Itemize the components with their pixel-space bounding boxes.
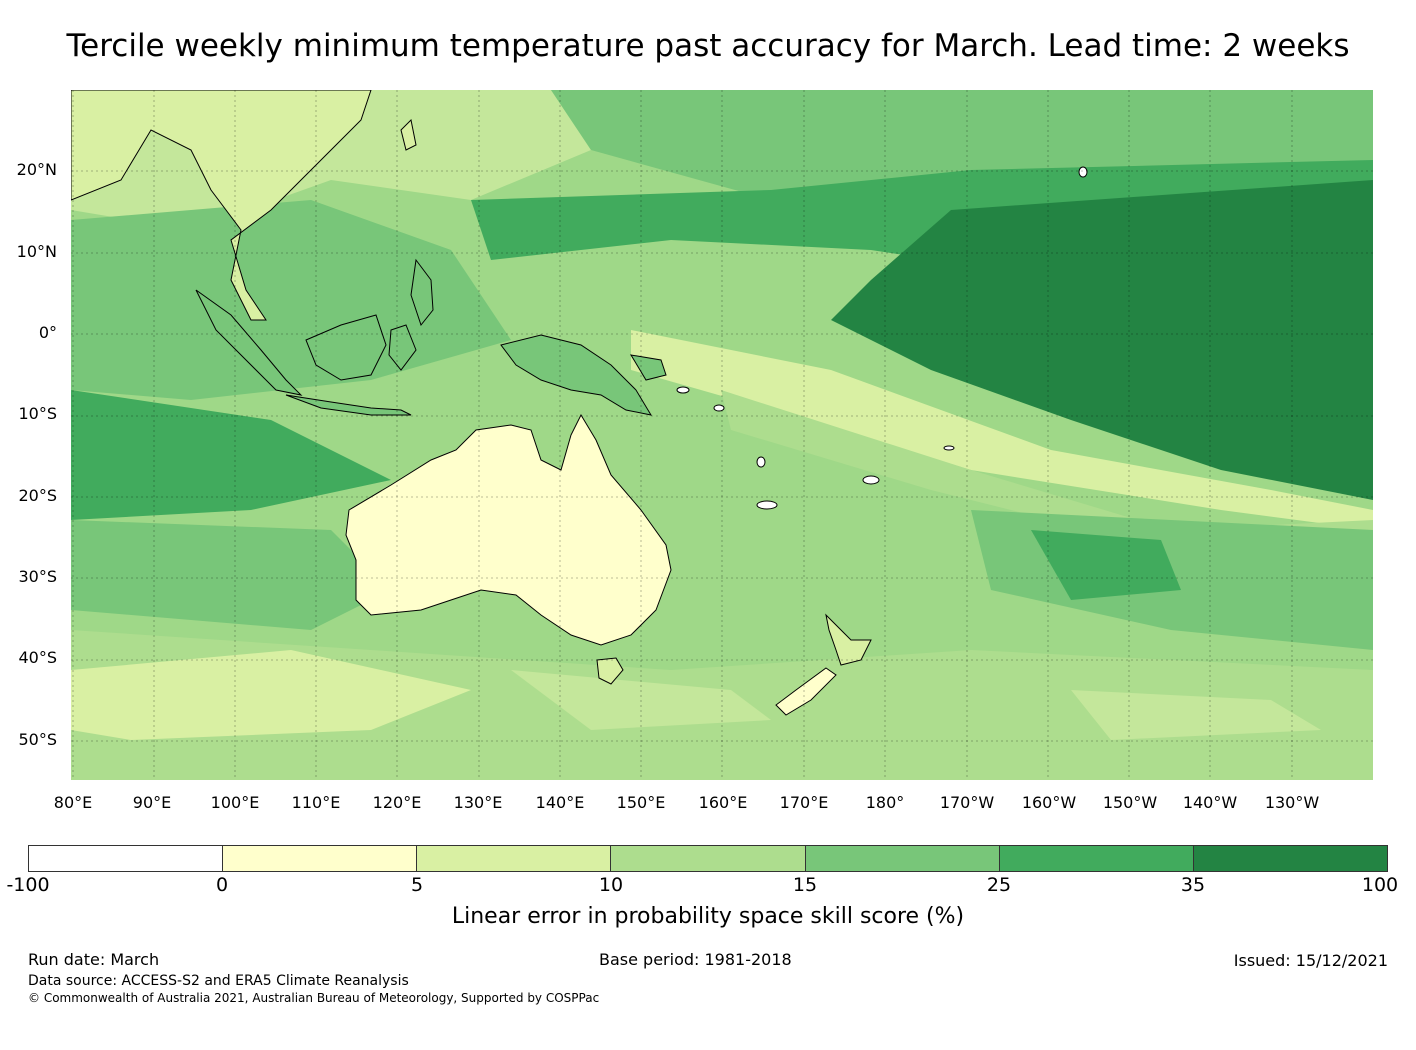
maritime-continent-land [195, 258, 667, 416]
lon-label: 150°W [1102, 793, 1158, 812]
colorbar-tick: 100 [1361, 874, 1399, 896]
map-gridlines [71, 90, 1373, 780]
colorbar-tick: 5 [410, 874, 424, 896]
lat-label: 20°N [16, 160, 57, 179]
run-date: Run date: March [28, 950, 160, 969]
lon-label: 160°E [698, 793, 748, 812]
lon-label: 170°W [939, 793, 995, 812]
issued-date: Issued: 15/12/2021 [1233, 951, 1388, 970]
colorbar-segment [805, 846, 1000, 871]
lon-label: 140°E [535, 793, 585, 812]
colorbar-segment [29, 846, 224, 871]
lon-label: 90°E [132, 793, 172, 812]
colorbar-segment [611, 846, 806, 871]
lon-label: 100°E [210, 793, 260, 812]
colorbar [28, 845, 1388, 872]
data-source: Data source: ACCESS-S2 and ERA5 Climate … [28, 973, 409, 989]
lon-label: 130°W [1264, 793, 1320, 812]
lat-label: 30°S [18, 567, 57, 586]
copyright: © Commonwealth of Australia 2021, Austra… [28, 991, 600, 1005]
lat-label: 50°S [18, 730, 57, 749]
lat-label: 10°N [16, 242, 57, 261]
lat-label: 10°S [18, 404, 57, 423]
asia-land [71, 90, 417, 321]
colorbar-segment [999, 846, 1194, 871]
colorbar-label: Linear error in probability space skill … [451, 904, 965, 929]
colorbar-tick: 25 [986, 874, 1012, 896]
lon-label: 110°E [291, 793, 341, 812]
colorbar-segment [223, 846, 418, 871]
lat-label: 20°S [18, 486, 57, 505]
colorbar-tick: 15 [792, 874, 818, 896]
lon-label: 120°E [372, 793, 422, 812]
lat-label: 40°S [18, 648, 57, 667]
lat-label: 0° [38, 323, 57, 342]
colorbar-segment [417, 846, 612, 871]
base-period: Base period: 1981-2018 [599, 950, 792, 969]
lon-label: 80°E [53, 793, 93, 812]
pacific-islands [676, 166, 1088, 510]
lon-label: 140°W [1182, 793, 1238, 812]
colorbar-tick: 10 [598, 874, 624, 896]
colorbar-tick: 35 [1180, 874, 1206, 896]
colorbar-tick: -100 [6, 874, 50, 896]
lon-label: 150°E [616, 793, 666, 812]
lon-label: 170°E [779, 793, 829, 812]
map-canvas [71, 90, 1373, 780]
skill-score-map [71, 90, 1373, 780]
lon-label: 160°W [1021, 793, 1077, 812]
australia-land [345, 413, 672, 685]
lon-label: 130°E [453, 793, 503, 812]
lon-label: 180° [865, 793, 905, 812]
new-zealand-land [775, 613, 872, 716]
colorbar-segment [1193, 846, 1387, 871]
skill-regions [71, 90, 1373, 780]
map-title: Tercile weekly minimum temperature past … [66, 28, 1350, 64]
colorbar-tick: 0 [215, 874, 229, 896]
